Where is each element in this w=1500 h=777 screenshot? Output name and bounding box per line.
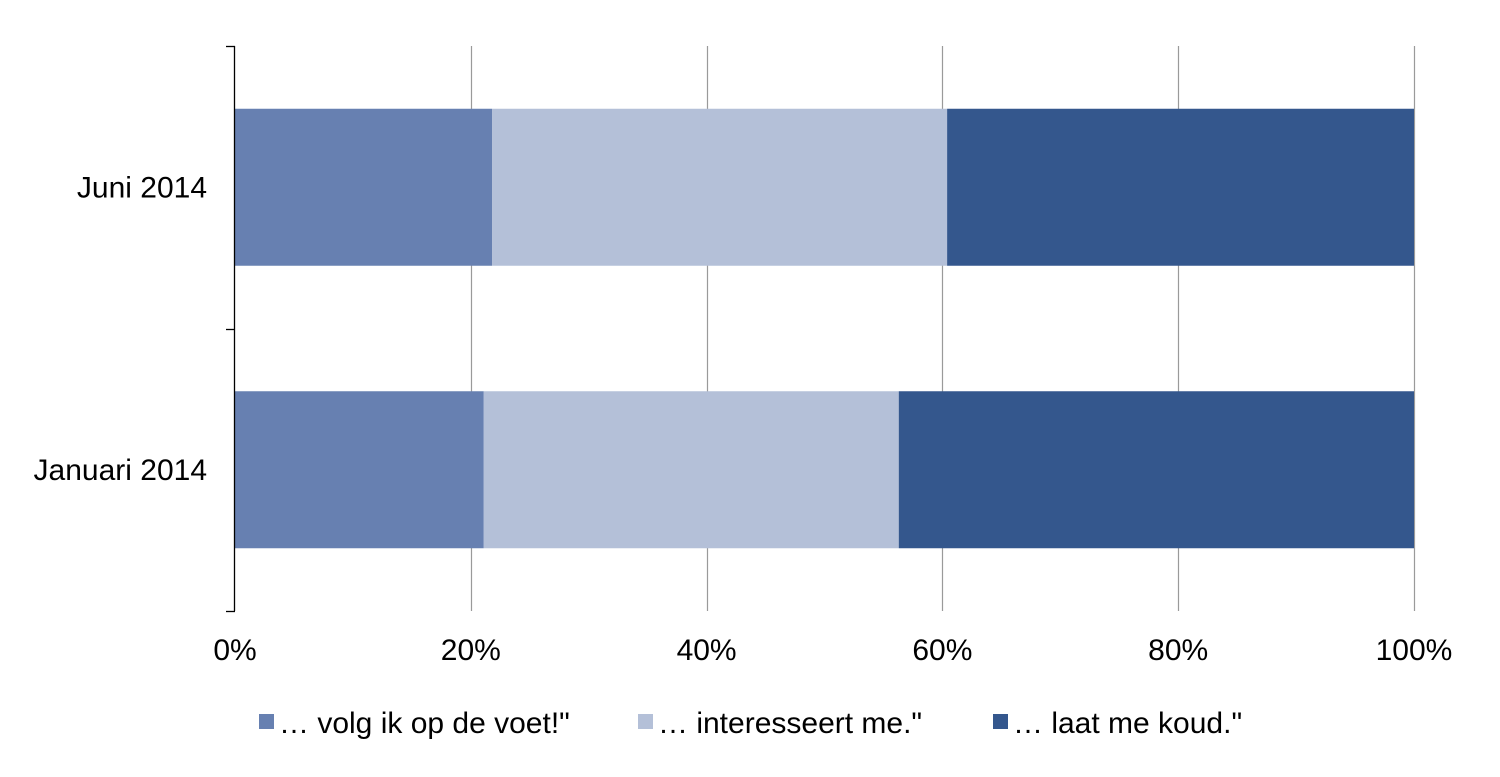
legend-swatch-3 <box>993 714 1008 729</box>
bars <box>235 108 1414 549</box>
x-tick-label-5: 100% <box>1376 634 1453 667</box>
x-tick-labels: 0% 20% 40% 60% 80% 100% <box>213 634 1452 667</box>
axes <box>226 45 236 613</box>
legend: … volg ik op de voet!" … interesseert me.… <box>259 707 1242 740</box>
bar-1-series-3 <box>947 108 1414 266</box>
bar-2-series-3 <box>898 391 1414 549</box>
x-tick-label-1: 20% <box>441 634 501 667</box>
y-tick-labels: Juni 2014 Januari 2014 <box>34 171 207 487</box>
legend-swatch-2 <box>638 714 653 729</box>
bar-1-series-2 <box>492 108 948 266</box>
legend-label-2: … interesseert me." <box>658 707 922 740</box>
x-tick-label-3: 60% <box>912 634 972 667</box>
category-label-1: Juni 2014 <box>77 171 207 204</box>
x-tick-label-0: 0% <box>213 634 256 667</box>
x-tick-label-4: 80% <box>1148 634 1208 667</box>
legend-swatch-1 <box>259 714 274 729</box>
legend-label-1: … volg ik op de voet!" <box>279 707 570 740</box>
category-label-2: Januari 2014 <box>34 454 207 487</box>
legend-label-3: … laat me koud." <box>1013 707 1242 740</box>
x-tick-label-2: 40% <box>677 634 737 667</box>
bar-1-series-1 <box>235 108 493 266</box>
bar-2-series-1 <box>235 391 484 549</box>
bar-2-series-2 <box>483 391 899 549</box>
